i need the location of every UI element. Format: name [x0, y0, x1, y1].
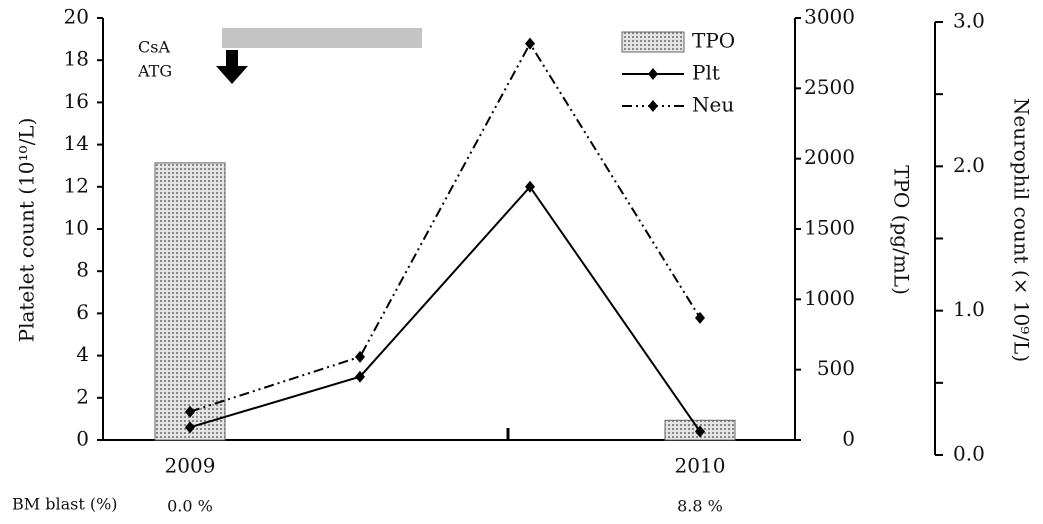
bm-blast-value: 8.8 %: [677, 497, 723, 516]
point: [185, 421, 195, 434]
point: [695, 425, 705, 438]
y-tick-label: 6: [76, 300, 89, 324]
y3-tick-label: 3.0: [953, 9, 985, 33]
y-tick-label: 12: [64, 173, 89, 197]
y2-tick-label: 2000: [804, 145, 855, 169]
y-tick-label: 2: [76, 384, 89, 408]
y2-tick-label: 500: [817, 356, 855, 380]
annotation: ATG: [137, 62, 172, 81]
bm-blast-value: 0.0 %: [167, 497, 213, 516]
point: [525, 180, 535, 193]
y3-tick-label: 1.0: [953, 297, 985, 321]
y-tick-label: 20: [64, 5, 89, 29]
arrow: [216, 50, 248, 84]
bm-blast-label: BM blast (%): [12, 495, 118, 514]
y3-tick-label: 0.0: [953, 442, 985, 466]
y2-tick-label: 2500: [804, 75, 855, 99]
point: [695, 311, 705, 324]
y2-axis-label: TPO (pg/mL): [890, 165, 914, 295]
x-tick-label: 2010: [675, 454, 726, 478]
y2-tick-label: 3000: [804, 5, 855, 29]
x-tick-label: 2009: [165, 454, 216, 478]
y-tick-label: 18: [64, 47, 89, 71]
y2-tick-label: 0: [842, 427, 855, 451]
legend-marker: [648, 100, 658, 112]
y3-tick-label: 2.0: [953, 153, 985, 177]
y2-tick-label: 1500: [804, 216, 855, 240]
line: [189, 185, 701, 433]
y-tick-label: 10: [64, 216, 89, 240]
y-axis-label: Platelet count (10¹⁰/L): [15, 118, 39, 343]
legend-label: Plt: [692, 61, 720, 85]
y-tick-label: 0: [76, 427, 89, 451]
point: [525, 37, 535, 50]
point: [185, 405, 195, 418]
y-tick-label: 16: [64, 89, 89, 113]
y-tick-label: 4: [76, 342, 89, 366]
legend-swatch: [621, 31, 685, 53]
point: [355, 370, 365, 383]
legend-label: Neu: [692, 93, 734, 117]
legend-marker: [648, 68, 658, 80]
y3-axis-label: Neurophil count (× 10⁹/L): [1010, 98, 1034, 362]
line: [189, 41, 701, 413]
treatment-period: [222, 28, 422, 48]
y-tick-label: 14: [64, 131, 89, 155]
legend-label: TPO: [692, 29, 735, 53]
y2-tick-label: 1000: [804, 286, 855, 310]
annotation: CsA: [138, 38, 170, 57]
point: [355, 350, 365, 363]
y-tick-label: 8: [76, 258, 89, 282]
bar: [154, 162, 226, 441]
